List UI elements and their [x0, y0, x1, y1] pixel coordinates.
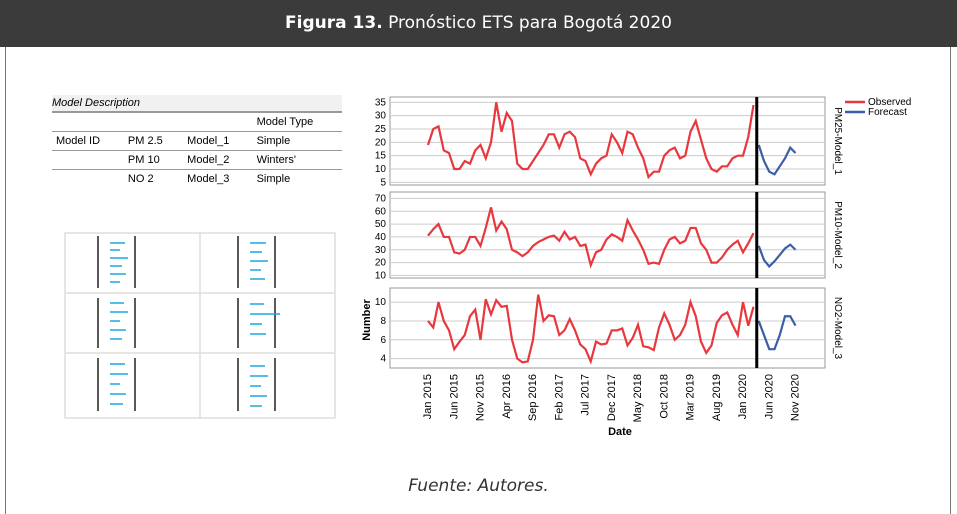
x-tick-label: Jan 2015	[422, 374, 434, 419]
y-tick-label: 10	[375, 270, 387, 281]
y-tick-label: 30	[375, 111, 387, 122]
x-tick-label: Apr 2016	[501, 374, 513, 419]
x-tick-label: Mar 2019	[685, 374, 697, 420]
x-axis-label: Date	[608, 426, 632, 438]
cell: Winters'	[252, 150, 342, 170]
y-tick-label: 70	[375, 193, 387, 204]
y-tick-label: 30	[375, 245, 387, 256]
x-tick-label: Jan 2020	[737, 374, 749, 419]
cell: PM 10	[123, 150, 184, 170]
y-tick-label: 40	[375, 232, 387, 243]
y-tick-label: 60	[375, 206, 387, 217]
y-tick-label: 50	[375, 219, 387, 230]
cell: Model_3	[183, 169, 253, 188]
series-line	[757, 243, 797, 269]
panel-frame	[389, 287, 826, 369]
panel-frame	[389, 96, 826, 186]
cell: PM 2.5	[123, 131, 184, 151]
x-tick-label: Nov 2015	[475, 374, 487, 421]
panel-label: NO2-Model_3	[832, 297, 843, 360]
x-tick-label: Oct 2018	[658, 374, 670, 419]
cell: Model_2	[183, 150, 253, 170]
legend-label: Observed	[868, 97, 911, 108]
chart: Number Date 5101520253035PM25-Model_1102…	[361, 96, 911, 438]
x-tick-label: Feb 2017	[553, 374, 565, 420]
series-line	[757, 315, 797, 351]
y-tick-label: 10	[375, 297, 387, 308]
y-tick-label: 4	[380, 354, 386, 365]
x-tick-label: Jun 2020	[763, 374, 775, 419]
y-tick-label: 20	[375, 258, 387, 269]
x-tick-label: Jul 2017	[580, 374, 592, 416]
series-line	[426, 102, 755, 180]
y-axis-label: Number	[361, 299, 373, 341]
panel-label: PM10-Model_2	[832, 201, 843, 269]
y-tick-label: 8	[380, 316, 386, 327]
cell: NO 2	[123, 169, 184, 188]
frame	[5, 47, 951, 514]
header: Figura 13. Pronóstico ETS para Bogotá 20…	[0, 0, 957, 47]
x-tick-label: Dec 2017	[606, 374, 618, 421]
figure-label: Figura 13.	[285, 13, 383, 33]
panel-label: PM25-Model_1	[832, 107, 843, 175]
y-tick-label: 15	[375, 151, 387, 162]
x-tick-label: Nov 2020	[790, 374, 802, 421]
row-header: Model ID	[52, 131, 124, 151]
series-line	[427, 207, 755, 269]
series-line	[757, 144, 797, 176]
cell: Simple	[252, 131, 342, 151]
residual-acf-plots	[64, 232, 336, 419]
x-tick-label: May 2018	[632, 374, 644, 422]
cell: Simple	[252, 169, 342, 188]
column-header: Model Type	[252, 112, 342, 132]
table-caption: Model Description	[52, 95, 342, 112]
source: Fuente: Autores.	[408, 476, 549, 496]
panel-frame	[389, 191, 826, 279]
figure-title: Pronóstico ETS para Bogotá 2020	[388, 13, 672, 33]
cell: Model_1	[183, 131, 253, 151]
y-tick-label: 25	[375, 124, 387, 135]
y-tick-label: 5	[380, 177, 386, 188]
legend-label: Forecast	[868, 107, 907, 118]
y-tick-label: 20	[375, 137, 387, 148]
y-tick-label: 35	[375, 97, 387, 108]
x-tick-label: Aug 2019	[711, 374, 723, 421]
y-tick-label: 6	[380, 335, 386, 346]
y-tick-label: 10	[375, 164, 387, 175]
series-line	[427, 294, 755, 365]
model-table: Model Description Model Type Model ID PM …	[52, 95, 342, 188]
x-tick-label: Jun 2015	[448, 374, 460, 419]
x-tick-label: Sep 2016	[527, 374, 539, 421]
